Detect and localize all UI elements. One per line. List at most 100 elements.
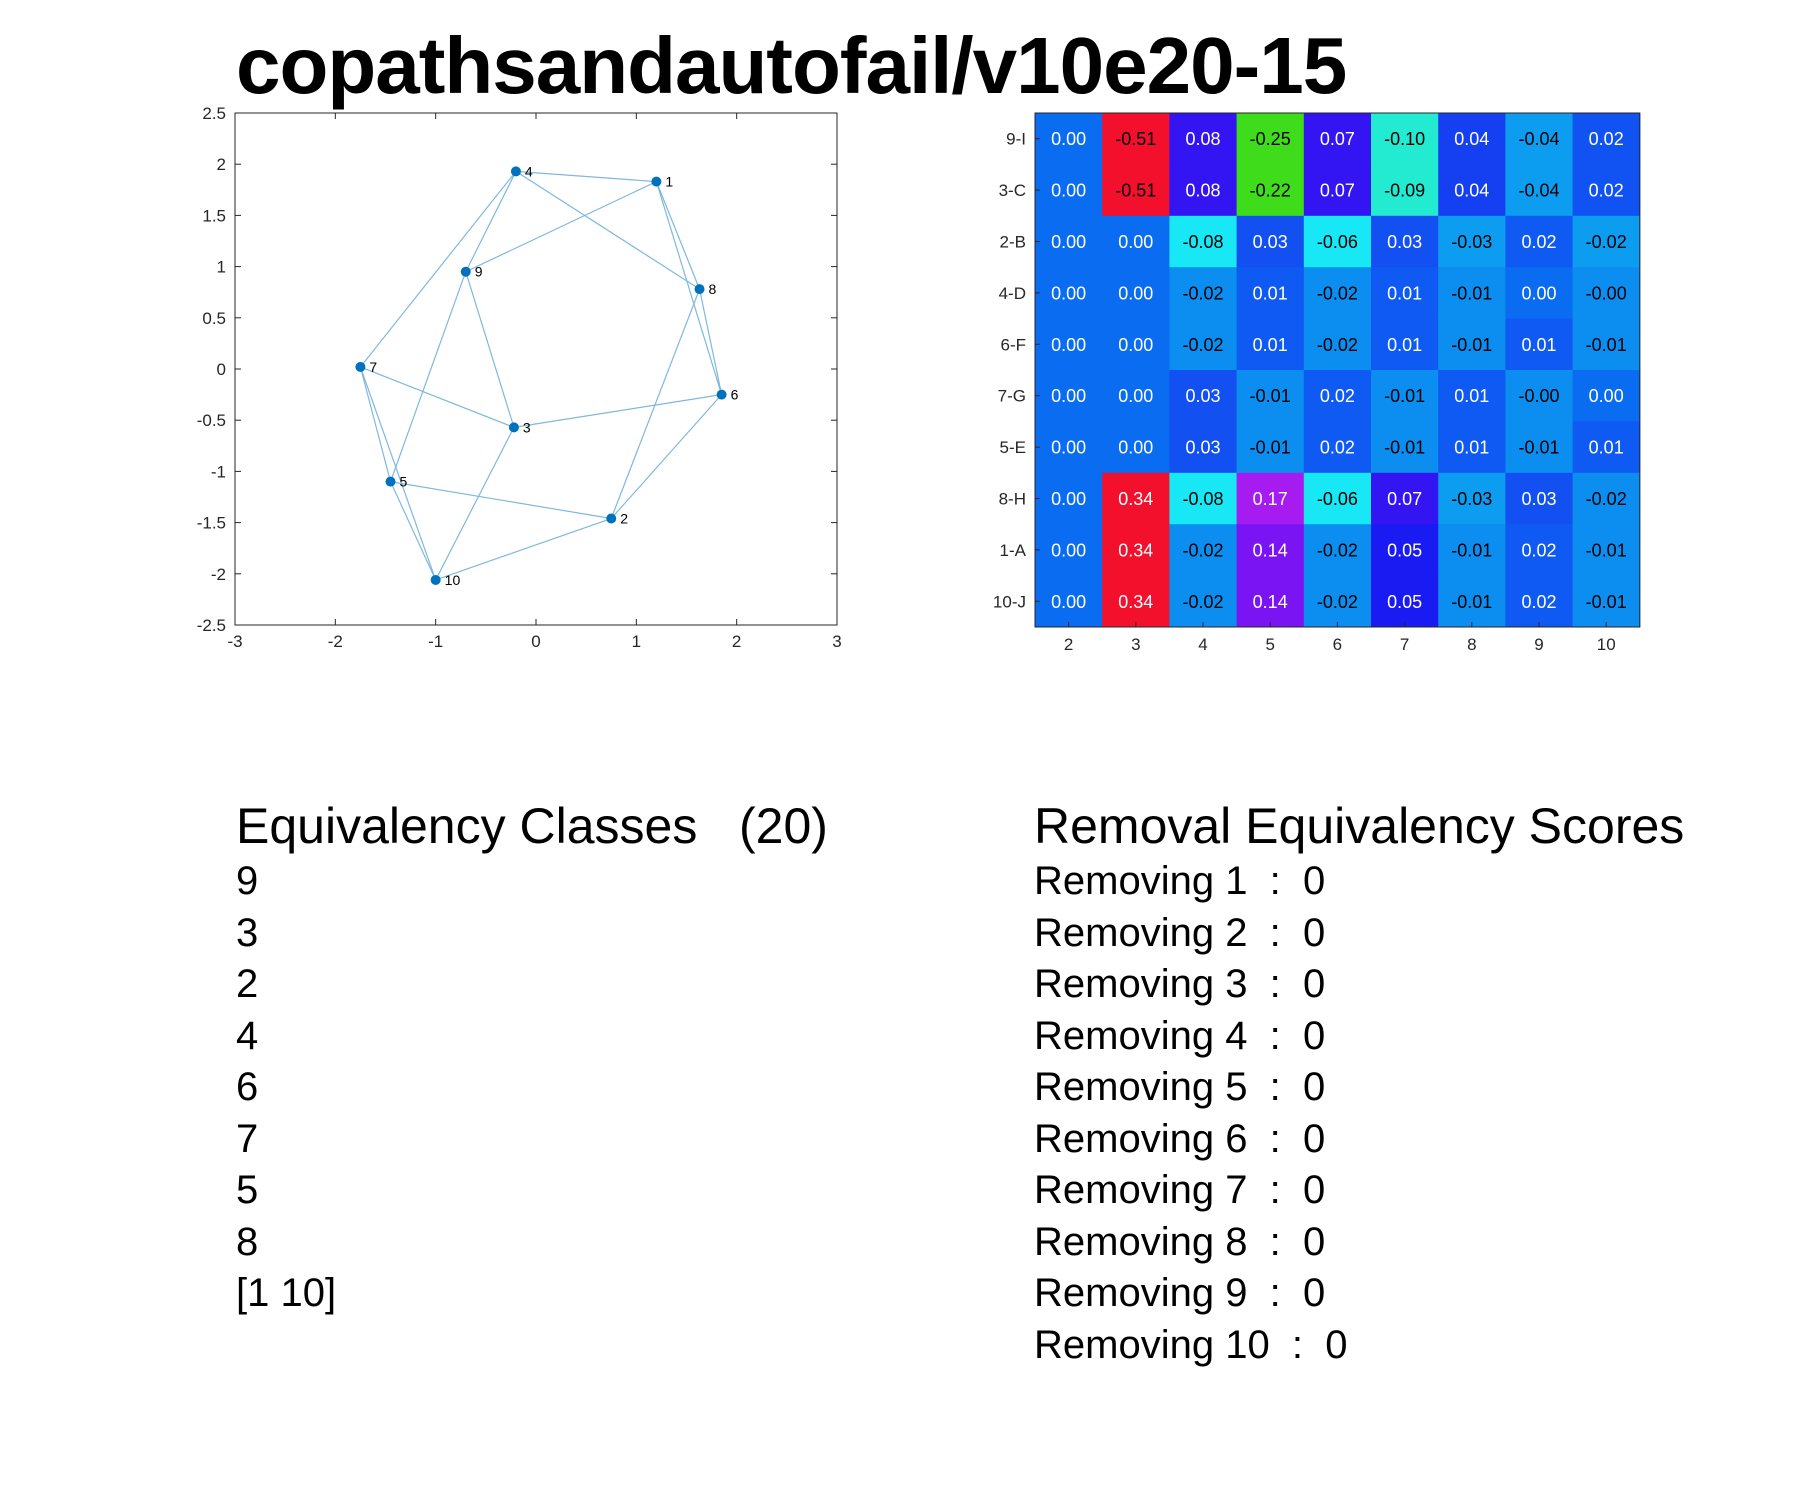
heatmap-cell [1169,472,1238,525]
graph-node [460,266,471,277]
heatmap-cell [1169,575,1238,628]
heatmap-cell [1236,472,1305,525]
heatmap-cell-value: 0.34 [1118,592,1153,612]
heatmap-cell-value: 0.00 [1051,335,1086,355]
removal-score-item: Removing 1 : 0 [1034,859,1326,903]
heatmap-cell [1169,370,1238,422]
heatmap-cell [1303,421,1372,474]
heatmap-cell [1236,524,1305,577]
heatmap-cell [1505,472,1574,525]
heatmap-col-label: 3 [1131,635,1140,654]
heatmap-cell-value: -0.04 [1518,181,1559,201]
heatmap-cell [1102,575,1170,628]
heatmap-cell [1371,215,1439,268]
heatmap-cell-value: 0.02 [1589,181,1624,201]
heatmap-cell-value: 0.34 [1118,489,1153,509]
heatmap-cell-value: 0.00 [1051,489,1086,509]
heatmap-cell [1169,421,1238,474]
removal-score-item: Removing 7 : 0 [1034,1168,1326,1212]
graph-node [694,284,705,295]
heatmap-cell-value: 0.08 [1185,129,1220,149]
heatmap-cell [1236,318,1305,371]
heatmap-cell-value: -0.22 [1250,181,1291,201]
heatmap-cell-value: -0.02 [1586,232,1627,252]
heatmap-cell-value: 0.02 [1320,438,1355,458]
heatmap-cell [1505,421,1574,474]
heatmap-row-label: 7-G [998,387,1026,406]
graph-edge [389,271,467,482]
heatmap-cell [1438,215,1506,268]
y-tick-label: -0.5 [197,411,226,430]
heatmap-cell [1102,370,1170,422]
graph-node [508,422,519,433]
heatmap-cell [1371,370,1439,422]
heatmap-cell-value: 0.02 [1521,592,1556,612]
heatmap-cell [1102,215,1170,268]
graph-node [355,361,366,372]
heatmap-cell [1102,318,1170,371]
y-tick-label: 0.5 [202,309,226,328]
y-tick-label: -2 [211,565,226,584]
heatmap-cell [1505,215,1574,268]
graph-edge [359,366,437,581]
heatmap-cell [1303,472,1372,525]
heatmap-cell [1572,164,1641,217]
x-tick-label: -3 [227,632,242,651]
heatmap-cell [1236,215,1305,268]
heatmap-cell [1438,421,1506,474]
graph-edge [465,181,657,273]
graph-edge [610,394,723,519]
heatmap-cell [1505,524,1574,577]
heatmap-cell [1371,318,1439,371]
y-tick-label: -2.5 [197,616,226,635]
heatmap-cell [1035,113,1103,165]
heatmap-cell [1371,164,1439,217]
heatmap-row-label: 9-I [1006,130,1026,149]
equivalency-class-item: 5 [236,1168,259,1212]
heatmap-cell-value: 0.00 [1051,540,1086,560]
heatmap-cell-value: -0.02 [1182,592,1223,612]
removal-score-item: Removing 9 : 0 [1034,1271,1326,1315]
graph-node-label: 7 [369,359,377,375]
heatmap-cell-value: -0.02 [1317,335,1358,355]
graph-node [385,476,396,487]
heatmap-cell-value: 0.00 [1051,386,1086,406]
heatmap-cell-value: 0.00 [1118,335,1153,355]
heatmap-labels: 9-I 3-C 2-B 4-D 6-F 7-G 5-E 8-H 1-A 10-J 2 3 4 5 6 7 8 9 1… [993,112,1641,654]
y-tick-label: 0 [217,360,226,379]
heatmap-cell [1505,370,1574,422]
graph-node [430,574,441,585]
heatmap-cell [1505,164,1574,217]
heatmap-cell [1303,164,1372,217]
heatmap-row-label: 4-D [999,284,1026,303]
heatmap-row-label: 10-J [993,592,1026,611]
heatmap-cell-value: -0.02 [1182,540,1223,560]
heatmap-cell-value: 0.00 [1118,232,1153,252]
heatmap-cell [1169,524,1238,577]
heatmap-cell-value: 0.07 [1320,181,1355,201]
graph-node [510,166,521,177]
heatmap-col-label: 7 [1400,635,1409,654]
heatmap-cell-value: -0.02 [1182,335,1223,355]
heatmap-cell-value: 0.00 [1051,283,1086,303]
heatmap-cell-value: 0.02 [1589,129,1624,149]
y-tick-label: 1 [217,258,226,277]
graph-edge [359,170,517,368]
heatmap-cell-value: 0.01 [1589,438,1624,458]
heatmap-cell [1438,164,1506,217]
removal-score-item: Removing 8 : 0 [1034,1219,1326,1264]
heatmap-col-label: 4 [1198,635,1207,654]
heatmap-cell [1236,267,1305,320]
heatmap-cell [1438,575,1506,628]
heatmap-cell [1572,421,1641,474]
removal-score-item: Removing 4 : 0 [1034,1013,1326,1058]
heatmap-cell-value: -0.01 [1586,592,1627,612]
removal-score-item: Removing 10 : 0 [1034,1322,1348,1367]
heatmap-cells: 0.00 -0.51 0.08 -0.25 0.07 -0.10 0.04 -0.04 0.02… [1035,113,1641,628]
heatmap-cell [1505,318,1574,371]
heatmap-cell-value: 0.14 [1253,592,1288,612]
heatmap-cell-value: -0.00 [1518,386,1559,406]
heatmap-cell-value: -0.03 [1451,232,1492,252]
heatmap-cell [1169,113,1238,165]
heatmap-cell [1371,113,1439,165]
